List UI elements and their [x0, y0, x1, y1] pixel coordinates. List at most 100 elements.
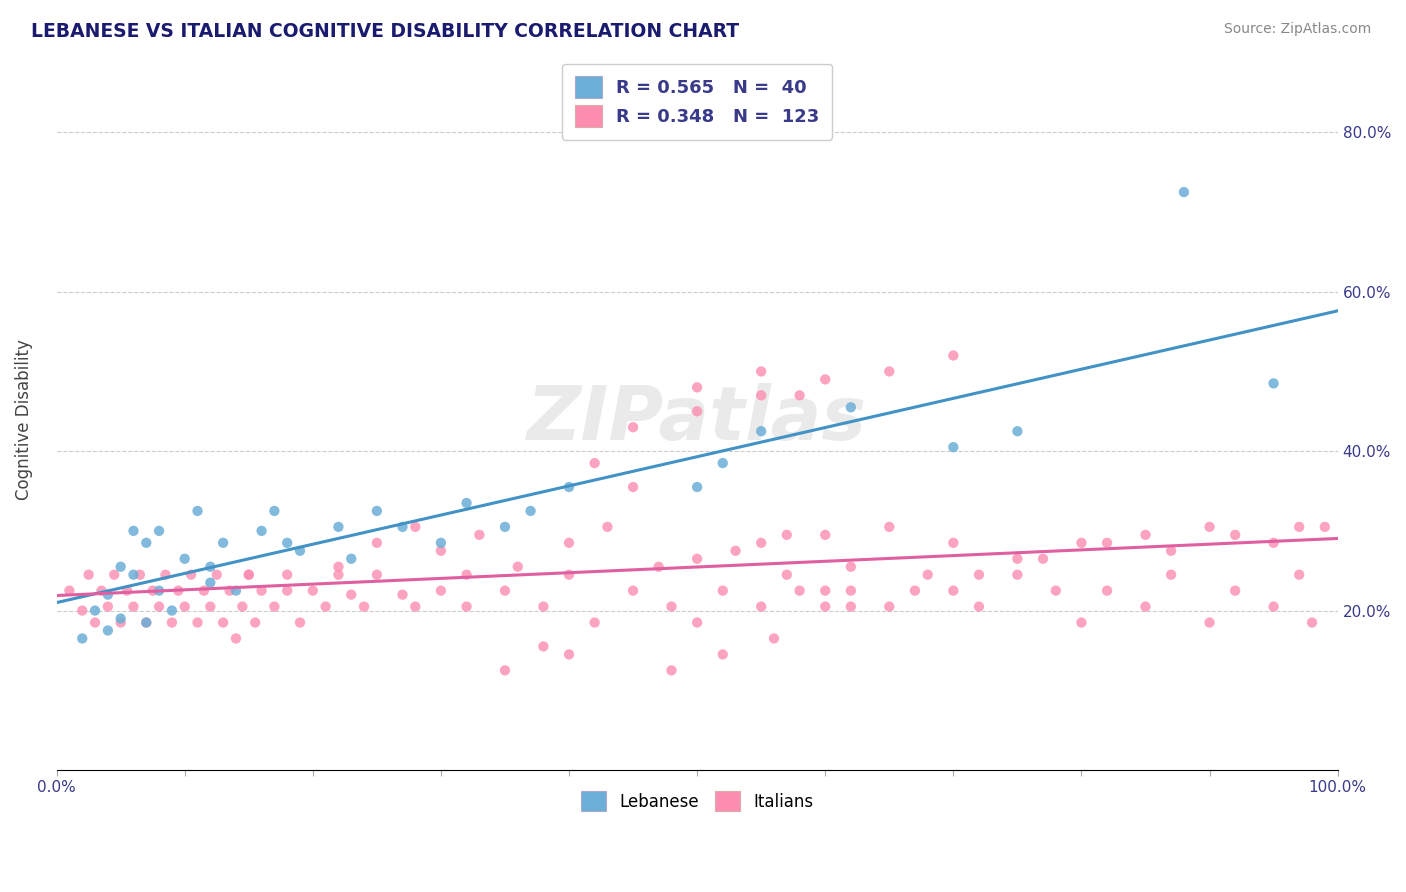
Point	[942, 349, 965, 363]
Point	[160, 615, 183, 630]
Point	[1288, 567, 1310, 582]
Point	[148, 524, 170, 538]
Point	[1263, 599, 1285, 614]
Point	[391, 520, 413, 534]
Point	[70, 632, 93, 646]
Point	[839, 401, 862, 415]
Point	[942, 536, 965, 550]
Point	[1095, 536, 1118, 550]
Point	[456, 567, 478, 582]
Point	[1007, 551, 1029, 566]
Point	[430, 536, 453, 550]
Point	[839, 583, 862, 598]
Point	[1070, 536, 1092, 550]
Point	[135, 536, 157, 550]
Point	[135, 615, 157, 630]
Point	[1301, 615, 1323, 630]
Point	[877, 520, 900, 534]
Point	[839, 559, 862, 574]
Point	[749, 424, 772, 438]
Point	[749, 536, 772, 550]
Point	[711, 456, 734, 470]
Point	[776, 528, 799, 542]
Point	[288, 543, 311, 558]
Point	[97, 599, 120, 614]
Point	[967, 599, 990, 614]
Point	[200, 599, 222, 614]
Point	[58, 583, 80, 598]
Point	[212, 615, 235, 630]
Point	[749, 388, 772, 402]
Point	[1160, 567, 1182, 582]
Point	[328, 567, 350, 582]
Point	[212, 536, 235, 550]
Point	[231, 599, 253, 614]
Point	[225, 583, 247, 598]
Point	[301, 583, 323, 598]
Point	[353, 599, 375, 614]
Point	[519, 504, 541, 518]
Point	[128, 567, 150, 582]
Point	[814, 599, 837, 614]
Point	[724, 543, 747, 558]
Point	[250, 524, 273, 538]
Point	[200, 559, 222, 574]
Point	[1032, 551, 1054, 566]
Point	[173, 599, 195, 614]
Text: LEBANESE VS ITALIAN COGNITIVE DISABILITY CORRELATION CHART: LEBANESE VS ITALIAN COGNITIVE DISABILITY…	[31, 22, 740, 41]
Point	[839, 599, 862, 614]
Point	[193, 583, 215, 598]
Point	[877, 364, 900, 378]
Point	[340, 551, 363, 566]
Point	[315, 599, 337, 614]
Point	[583, 456, 606, 470]
Point	[789, 583, 811, 598]
Point	[328, 559, 350, 574]
Point	[506, 559, 529, 574]
Point	[225, 632, 247, 646]
Point	[160, 603, 183, 617]
Point	[340, 588, 363, 602]
Point	[686, 404, 709, 418]
Point	[366, 567, 388, 582]
Point	[90, 583, 112, 598]
Point	[404, 520, 426, 534]
Point	[789, 388, 811, 402]
Y-axis label: Cognitive Disability: Cognitive Disability	[15, 339, 32, 500]
Point	[749, 599, 772, 614]
Point	[686, 480, 709, 494]
Point	[148, 599, 170, 614]
Point	[238, 567, 260, 582]
Text: ZIPatlas: ZIPatlas	[527, 383, 868, 456]
Point	[70, 603, 93, 617]
Point	[115, 583, 138, 598]
Point	[711, 583, 734, 598]
Point	[243, 615, 266, 630]
Point	[917, 567, 939, 582]
Point	[596, 520, 619, 534]
Point	[494, 664, 516, 678]
Point	[110, 559, 132, 574]
Point	[967, 567, 990, 582]
Point	[276, 567, 298, 582]
Point	[135, 615, 157, 630]
Point	[84, 615, 107, 630]
Point	[77, 567, 100, 582]
Text: Source: ZipAtlas.com: Source: ZipAtlas.com	[1223, 22, 1371, 37]
Point	[877, 599, 900, 614]
Point	[1198, 520, 1220, 534]
Point	[558, 536, 581, 550]
Point	[762, 632, 785, 646]
Point	[366, 504, 388, 518]
Point	[122, 599, 145, 614]
Point	[1263, 536, 1285, 550]
Point	[1223, 583, 1246, 598]
Point	[1070, 615, 1092, 630]
Point	[97, 624, 120, 638]
Point	[686, 615, 709, 630]
Point	[328, 520, 350, 534]
Point	[84, 603, 107, 617]
Point	[1313, 520, 1336, 534]
Point	[250, 583, 273, 598]
Point	[558, 567, 581, 582]
